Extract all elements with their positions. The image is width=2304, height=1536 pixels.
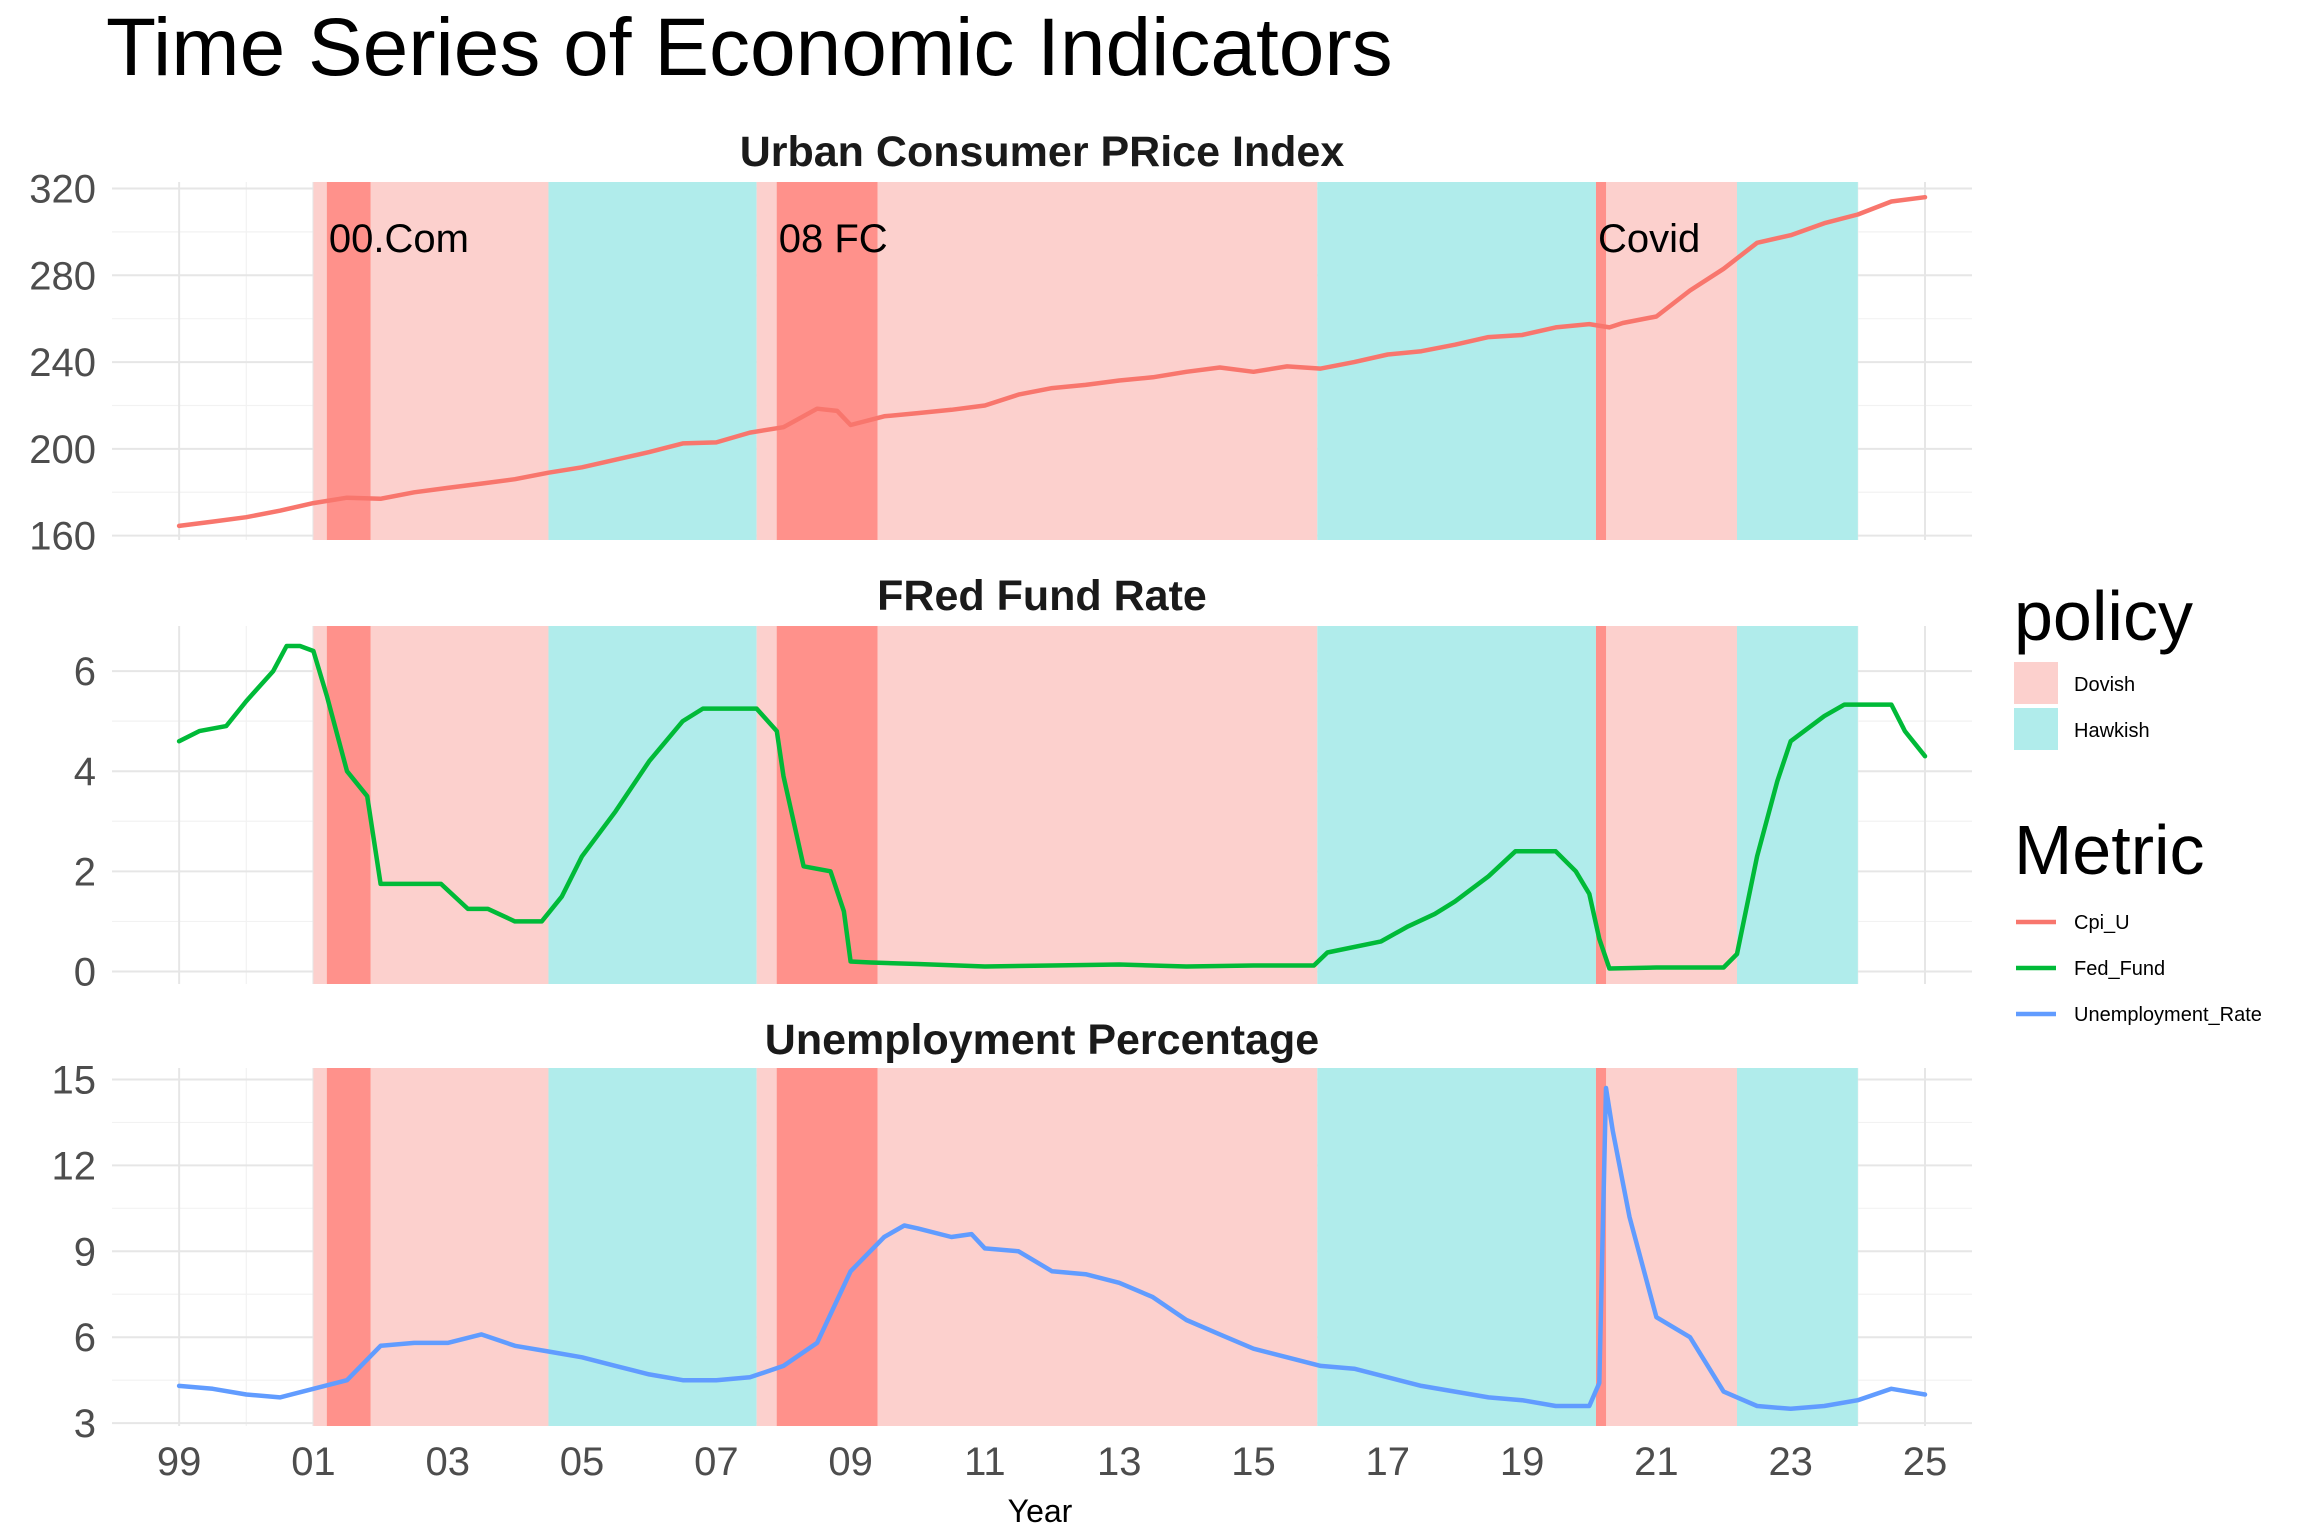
y-tick-label: 240 [29, 341, 96, 385]
panel-unemployment-rate: 3 6 9 12 15 Unemployment Percentage [52, 1016, 1972, 1446]
y-tick-label: 280 [29, 254, 96, 298]
policy-band-hawkish [1736, 626, 1858, 984]
crisis-band [326, 626, 371, 984]
y-tick-label: 6 [74, 1316, 96, 1360]
y-tick-label: 2 [74, 850, 96, 894]
x-tick-label: 07 [694, 1440, 739, 1484]
legend-key-dovish [2014, 662, 2058, 704]
crisis-label: 00.Com [329, 217, 469, 261]
crisis-band [776, 626, 878, 984]
x-tick-label: 05 [560, 1440, 605, 1484]
y-tick-label: 12 [52, 1144, 97, 1188]
policy-band-hawkish [548, 1068, 757, 1426]
legend-label: Cpi_U [2074, 912, 2130, 934]
x-tick-label: 21 [1634, 1440, 1679, 1484]
panel-title: Urban Consumer PRice Index [740, 128, 1345, 176]
x-tick-label: 13 [1097, 1440, 1142, 1484]
series-line-fed-fund [176, 643, 1928, 971]
crisis-band [776, 1068, 878, 1426]
policy-band-dovish [1595, 1068, 1737, 1426]
panel-title: Unemployment Percentage [765, 1016, 1319, 1064]
legend-label: Unemployment_Rate [2074, 1004, 2262, 1026]
y-tick-label: 160 [29, 515, 96, 559]
y-tick-label: 6 [74, 650, 96, 694]
y-tick-label: 9 [74, 1230, 96, 1274]
x-tick-label: 03 [425, 1440, 470, 1484]
crisis-band [326, 1068, 371, 1426]
legend-key-hawkish [2014, 708, 2058, 750]
x-axis: 99 01 03 05 07 09 11 13 15 17 19 21 23 25 [157, 1440, 1947, 1484]
series-line-cpi-u [176, 194, 1928, 529]
crisis-band [776, 182, 878, 540]
legend-label: Hawkish [2074, 720, 2150, 742]
crisis-band [1595, 626, 1607, 984]
series-line-unemployment-rate [176, 1085, 1928, 1412]
x-axis-title: Year [1008, 1493, 1073, 1529]
policy-band-hawkish [548, 626, 757, 984]
policy-band-hawkish [548, 182, 757, 540]
x-tick-label: 01 [291, 1440, 336, 1484]
y-tick-label: 320 [29, 168, 96, 212]
chart-title: Time Series of Economic Indicators [106, 2, 1393, 93]
x-tick-label: 17 [1366, 1440, 1411, 1484]
panel-title: FRed Fund Rate [877, 572, 1207, 620]
panel-cpi-u: 00.Com 08 FC Covid 160 200 240 280 320 Urban Con… [29, 128, 1972, 559]
x-tick-label: 19 [1500, 1440, 1545, 1484]
policy-band-hawkish [1736, 1068, 1858, 1426]
x-tick-label: 09 [828, 1440, 873, 1484]
x-tick-label: 23 [1768, 1440, 1813, 1484]
legend-title-metric: Metric [2014, 811, 2205, 889]
policy-band-hawkish [1736, 182, 1858, 540]
legend: policy Dovish Hawkish Metric Cpi_U Fed_Fund Un… [2014, 577, 2262, 1026]
y-tick-label: 4 [74, 750, 96, 794]
y-tick-label: 3 [74, 1402, 96, 1446]
y-tick-label: 0 [74, 950, 96, 994]
x-tick-label: 11 [964, 1440, 1006, 1484]
legend-label: Dovish [2074, 674, 2135, 696]
policy-band-dovish [1595, 182, 1737, 540]
policy-band-hawkish [1317, 626, 1596, 984]
x-tick-label: 25 [1903, 1440, 1948, 1484]
crisis-band [326, 182, 371, 540]
x-tick-label: 15 [1231, 1440, 1276, 1484]
policy-band-hawkish [1317, 1068, 1596, 1426]
legend-label: Fed_Fund [2074, 958, 2165, 980]
y-tick-label: 15 [52, 1058, 97, 1102]
crisis-band [1595, 182, 1607, 540]
y-tick-label: 200 [29, 428, 96, 472]
panel-fed-fund: 0 2 4 6 FRed Fund Rate [74, 572, 1972, 994]
crisis-label: 08 FC [779, 217, 888, 261]
policy-band-dovish [1595, 626, 1737, 984]
crisis-label: Covid [1598, 217, 1700, 261]
x-tick-label: 99 [157, 1440, 202, 1484]
legend-title-policy: policy [2014, 577, 2193, 655]
